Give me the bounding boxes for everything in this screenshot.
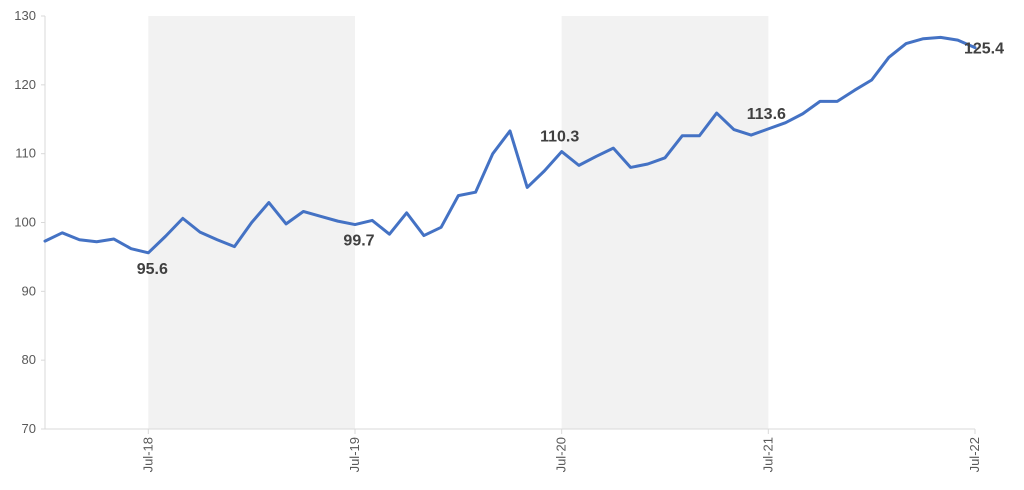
data-label: 95.6 xyxy=(137,261,168,278)
y-tick-label: 90 xyxy=(22,283,36,298)
y-tick-label: 110 xyxy=(15,146,36,161)
x-axis: Jul-18 Jul-19 Jul-20 Jul-21 Jul-22 xyxy=(45,428,982,472)
x-tick-label: Jul-22 xyxy=(967,437,982,472)
x-tick-label: Jul-20 xyxy=(554,437,569,472)
shaded-periods xyxy=(148,16,769,429)
x-tick-label: Jul-18 xyxy=(140,437,155,472)
y-tick-label: 70 xyxy=(22,421,36,436)
y-axis: 70 80 90 100 110 120 130 xyxy=(14,8,46,436)
y-tick-label: 130 xyxy=(14,8,36,23)
shaded-period-2 xyxy=(561,16,769,429)
x-tick-label: Jul-21 xyxy=(760,437,775,472)
y-tick-label: 80 xyxy=(22,352,36,367)
data-label: 99.7 xyxy=(343,233,374,250)
data-label: 113.6 xyxy=(747,106,786,123)
data-label: 110.3 xyxy=(540,129,579,146)
x-tick-label: Jul-19 xyxy=(347,437,362,472)
series-layer xyxy=(43,35,977,255)
data-labels: 95.6 99.7 110.3 113.6 125.4 xyxy=(137,41,1004,278)
y-tick-label: 120 xyxy=(14,77,36,92)
data-label: 125.4 xyxy=(964,41,1004,58)
series-line xyxy=(43,35,977,255)
y-tick-label: 100 xyxy=(14,215,36,230)
